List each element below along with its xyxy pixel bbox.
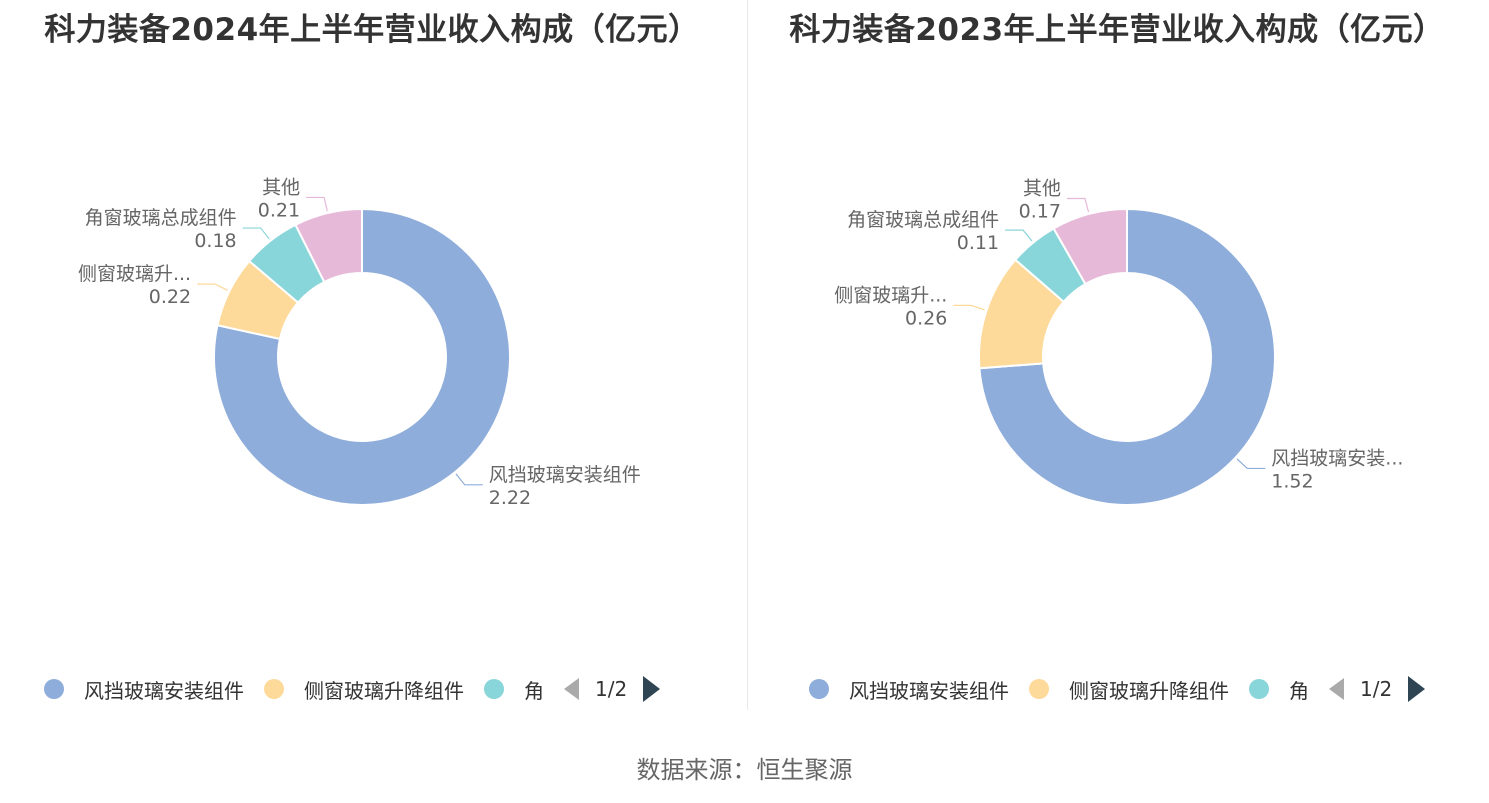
label-leader-line xyxy=(1005,229,1033,242)
chart-panel-2023: 科力装备2023年上半年营业收入构成（亿元） 风挡玻璃安装... 1.52 侧窗玻璃… xyxy=(745,0,1489,720)
slice-label-name: 风挡玻璃安装... xyxy=(1271,447,1403,469)
legend-dot-icon xyxy=(264,679,284,699)
slice-label-name: 其他 xyxy=(1023,177,1061,199)
pager-page-text: 1/2 xyxy=(1360,677,1393,701)
legend-label: 风挡玻璃安装组件 xyxy=(84,678,244,703)
panel-divider xyxy=(747,0,748,710)
legend-pager: 1/2 xyxy=(1329,676,1426,702)
label-leader-line xyxy=(953,304,985,311)
legend-item-windshield[interactable]: 风挡玻璃安装组件 xyxy=(44,675,244,704)
legend-label: 风挡玻璃安装组件 xyxy=(849,678,1009,703)
legend-pager: 1/2 xyxy=(564,676,661,702)
legend-dot-icon xyxy=(1249,679,1269,699)
slice-label-value: 0.22 xyxy=(149,286,191,308)
legend: 风挡玻璃安装组件 侧窗玻璃升降组件 角 1/2 xyxy=(809,672,1426,706)
legend-label: 侧窗玻璃升降组件 xyxy=(304,678,464,703)
chart-title: 科力装备2023年上半年营业收入构成（亿元） xyxy=(789,12,1445,48)
chart-panel-2024: 科力装备2024年上半年营业收入构成（亿元） 风挡玻璃安装组件 2.22 侧窗玻璃升… xyxy=(0,0,744,720)
legend-label: 侧窗玻璃升降组件 xyxy=(1069,678,1229,703)
slice-label-value: 2.22 xyxy=(489,487,531,509)
legend-item-side-window[interactable]: 侧窗玻璃升降组件 xyxy=(1029,675,1229,704)
chart-title: 科力装备2024年上半年营业收入构成（亿元） xyxy=(44,12,700,48)
legend-dot-icon xyxy=(44,679,64,699)
legend-item-windshield[interactable]: 风挡玻璃安装组件 xyxy=(809,675,1009,704)
legend-item-side-window[interactable]: 侧窗玻璃升降组件 xyxy=(264,675,464,704)
pager-next-icon[interactable] xyxy=(1408,676,1426,702)
slice-label-name: 风挡玻璃安装组件 xyxy=(489,464,641,486)
slice-label-value: 0.26 xyxy=(905,307,947,329)
legend-label: 角 xyxy=(524,678,544,703)
pager-prev-icon[interactable] xyxy=(1329,678,1344,700)
donut-slice[interactable] xyxy=(1052,207,1128,286)
legend: 风挡玻璃安装组件 侧窗玻璃升降组件 角 1/2 xyxy=(44,672,661,706)
slice-label-value: 0.18 xyxy=(194,230,236,252)
donut-slice[interactable] xyxy=(294,207,363,284)
label-leader-line xyxy=(455,473,483,486)
pager-page-text: 1/2 xyxy=(595,677,628,701)
label-leader-line xyxy=(242,227,270,240)
legend-dot-icon xyxy=(484,679,504,699)
slice-label-value: 0.11 xyxy=(957,232,999,254)
legend-dot-icon xyxy=(1029,679,1049,699)
slice-label-name: 侧窗玻璃升... xyxy=(78,263,191,285)
pager-prev-icon[interactable] xyxy=(564,678,579,700)
donut-slice[interactable] xyxy=(213,207,511,506)
slice-label-value: 0.17 xyxy=(1019,200,1061,222)
pager-next-icon[interactable] xyxy=(643,676,661,702)
label-leader-line xyxy=(1066,197,1090,213)
data-source-caption: 数据来源：恒生聚源 xyxy=(636,756,853,784)
slice-label-name: 侧窗玻璃升... xyxy=(834,284,947,306)
slice-label-name: 角窗玻璃总成组件 xyxy=(85,207,237,229)
slice-label-value: 0.21 xyxy=(258,199,300,221)
slice-label-value: 1.52 xyxy=(1271,470,1313,492)
label-leader-line xyxy=(306,196,328,212)
legend-dot-icon xyxy=(809,679,829,699)
slice-label-name: 角窗玻璃总成组件 xyxy=(847,209,999,231)
legend-label: 角 xyxy=(1289,678,1309,703)
label-leader-line xyxy=(197,283,228,291)
donut-slice[interactable] xyxy=(978,207,1276,506)
label-leader-line xyxy=(1236,458,1266,470)
legend-item-corner-window[interactable]: 角 xyxy=(484,675,544,704)
slice-label-name: 其他 xyxy=(262,176,300,198)
legend-item-corner-window[interactable]: 角 xyxy=(1249,675,1309,704)
